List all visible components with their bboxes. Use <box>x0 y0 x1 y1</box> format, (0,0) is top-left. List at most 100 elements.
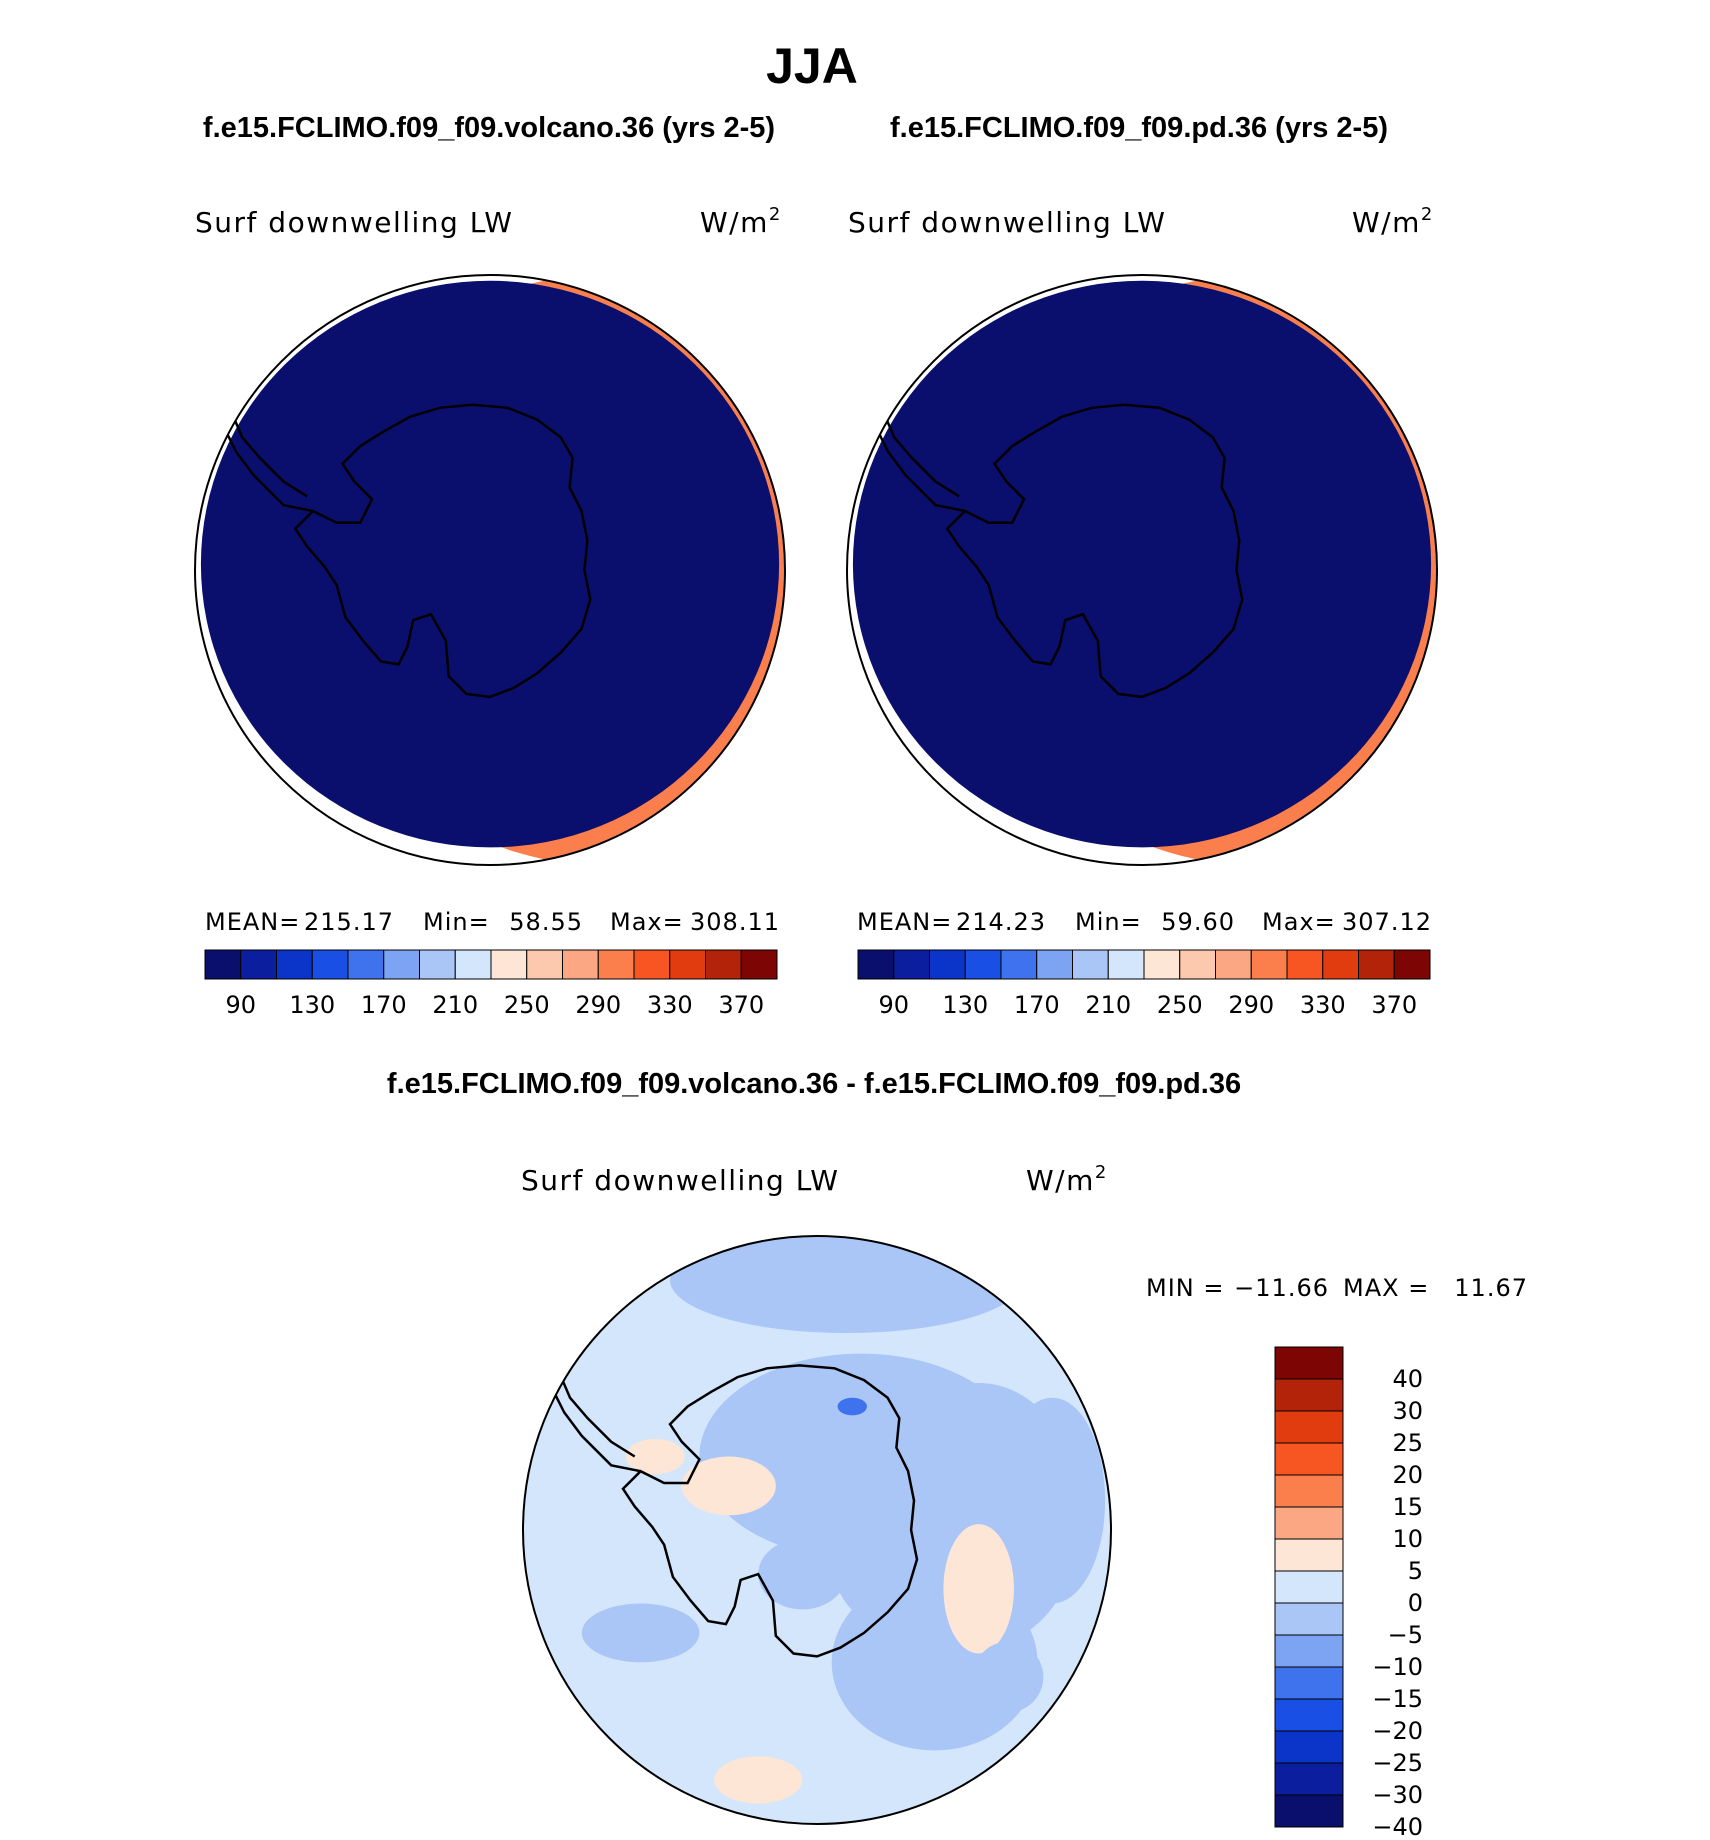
colorbar-tick-label: 170 <box>361 991 407 1019</box>
colorbar-swatch <box>633 949 671 980</box>
colorbar-tick-label: −5 <box>1388 1621 1423 1649</box>
colorbar-swatch <box>669 949 706 980</box>
colorbar-swatch <box>454 949 492 980</box>
colorbar-tick-label: −30 <box>1372 1781 1423 1809</box>
panel-2-colorbar: 90 130 170 210 250 290 330 370 <box>857 949 1431 1019</box>
colorbar-swatch <box>597 949 635 980</box>
diff-stats: MIN = −11.66 MAX = 11.67 <box>1146 1274 1527 1302</box>
colorbar-swatch <box>347 949 385 980</box>
colorbar-swatch <box>204 949 242 980</box>
colorbar-tick-label: 170 <box>1014 991 1060 1019</box>
diff-anomaly-patch <box>999 1397 1106 1604</box>
colorbar-tick-label: 90 <box>225 991 256 1019</box>
colorbar-tick-label: −40 <box>1372 1813 1423 1840</box>
colorbar-swatch <box>1286 949 1324 980</box>
diff-case-title: f.e15.FCLIMO.f09_f09.volcano.36 - f.e15.… <box>387 1068 1241 1100</box>
colorbar-swatch <box>1072 949 1109 980</box>
colorbar-swatch <box>1107 949 1145 980</box>
plateau-band <box>495 502 591 638</box>
colorbar-tick-label: 20 <box>1392 1461 1423 1489</box>
panel-1-units: W/m <box>700 206 769 239</box>
colorbar-swatch <box>1274 1634 1344 1668</box>
colorbar-swatch <box>964 949 1002 980</box>
field-contour-band <box>200 280 780 848</box>
diff-anomaly-patch <box>625 1438 685 1475</box>
plateau-band <box>1147 502 1243 638</box>
colorbar-tick-label: 25 <box>1392 1429 1423 1457</box>
diff-anomaly-patch <box>972 1641 1044 1713</box>
map-boundary <box>846 274 1438 866</box>
colorbar-tick-label: 330 <box>647 991 693 1019</box>
colorbar-tick-label: 0 <box>1408 1589 1423 1617</box>
diff-polar-map <box>522 1235 1112 1825</box>
diff-anomaly-patch <box>670 1236 1023 1334</box>
diff-anomaly-patch <box>943 1524 1014 1654</box>
colorbar-tick-label: 210 <box>432 991 478 1019</box>
colorbar-swatch <box>1000 949 1038 980</box>
colorbar-tick-label: 290 <box>1228 991 1274 1019</box>
colorbar-swatch <box>383 949 420 980</box>
panel-2-units: W/m <box>1352 206 1421 239</box>
panel-2-polar-map <box>846 274 1438 866</box>
antarctica-coastline <box>945 403 1244 699</box>
panel-2-units-sup: 2 <box>1421 204 1434 225</box>
figure-title: JJA <box>766 38 858 94</box>
colorbar-tick-label: 290 <box>575 991 621 1019</box>
colorbar-tick-label: 15 <box>1392 1493 1423 1521</box>
panel-1-units-sup: 2 <box>769 204 782 225</box>
colorbar-swatch <box>526 949 563 980</box>
diff-anomaly-patch <box>831 1485 979 1633</box>
colorbar-swatch <box>1274 1570 1344 1604</box>
diff-field <box>523 1236 1111 1824</box>
colorbar-swatch <box>1274 1442 1344 1476</box>
colorbar-tick-label: 370 <box>718 991 764 1019</box>
panel-1-polar-map <box>194 274 786 866</box>
panel-2-min-value: 59.60 <box>1161 908 1235 936</box>
colorbar-swatch <box>1274 1346 1344 1380</box>
colorbar-swatch <box>1358 949 1395 980</box>
colorbar-tick-label: −25 <box>1372 1749 1423 1777</box>
diff-anomaly-patch <box>714 1756 803 1804</box>
diff-units-sup: 2 <box>1095 1162 1108 1183</box>
map-boundary <box>522 1235 1112 1825</box>
colorbar-tick-label: 130 <box>942 991 988 1019</box>
colorbar-tick-label: 330 <box>1300 991 1346 1019</box>
diff-min-label: MIN = <box>1146 1274 1224 1302</box>
panel-2-mean-value: 214.23 <box>956 908 1046 936</box>
colorbar-tick-label: 30 <box>1392 1397 1423 1425</box>
colorbar-swatch <box>419 949 456 980</box>
colorbar-tick-label: 370 <box>1371 991 1417 1019</box>
panel-1-stats: MEAN= 215.17 Min= 58.55 Max= 308.11 <box>205 908 780 936</box>
panel-2-min-label: Min= <box>1075 908 1142 936</box>
colorbar-swatch <box>1274 1474 1344 1508</box>
diff-colorbar: 40 30 25 20 15 10 5 0 −5 −10 −15 −20 −25 −30 −40 <box>1274 1346 1423 1840</box>
panel-2-max-label: Max= <box>1262 908 1336 936</box>
diff-units: W/m <box>1026 1164 1095 1197</box>
colorbar-swatch <box>1179 949 1216 980</box>
panel-1-units-label: W/m2 <box>700 204 782 239</box>
colorbar-swatch <box>1322 949 1359 980</box>
diff-anomaly-patch <box>681 1456 776 1516</box>
colorbar-tick-label: 210 <box>1085 991 1131 1019</box>
colorbar-swatch <box>1036 949 1073 980</box>
diff-variable-label: Surf downwelling LW <box>521 1164 839 1197</box>
colorbar-swatch <box>1274 1602 1344 1636</box>
colorbar-swatch <box>1215 949 1252 980</box>
panel-1-colorbar: 90 130 170 210 250 290 330 370 <box>204 949 778 1019</box>
colorbar-swatch <box>1274 1378 1344 1412</box>
panel-1-max-value: 308.11 <box>690 908 780 936</box>
colorbar-swatch <box>1274 1698 1344 1732</box>
diff-anomaly-patch <box>758 1538 847 1610</box>
colorbar-tick-label: 130 <box>289 991 335 1019</box>
antarctica-coastline <box>621 1364 919 1658</box>
colorbar-swatch <box>1274 1506 1344 1540</box>
panel-2-mean-label: MEAN= <box>857 908 952 936</box>
field-contour-band <box>852 280 1432 848</box>
panel-2-variable-label: Surf downwelling LW <box>848 206 1166 239</box>
map-boundary <box>194 274 786 866</box>
colorbar-swatch <box>1274 1666 1344 1700</box>
colorbar-swatch <box>490 949 528 980</box>
colorbar-swatch <box>857 949 895 980</box>
diff-max-label: MAX = <box>1343 1274 1429 1302</box>
colorbar-tick-label: 5 <box>1408 1557 1423 1585</box>
